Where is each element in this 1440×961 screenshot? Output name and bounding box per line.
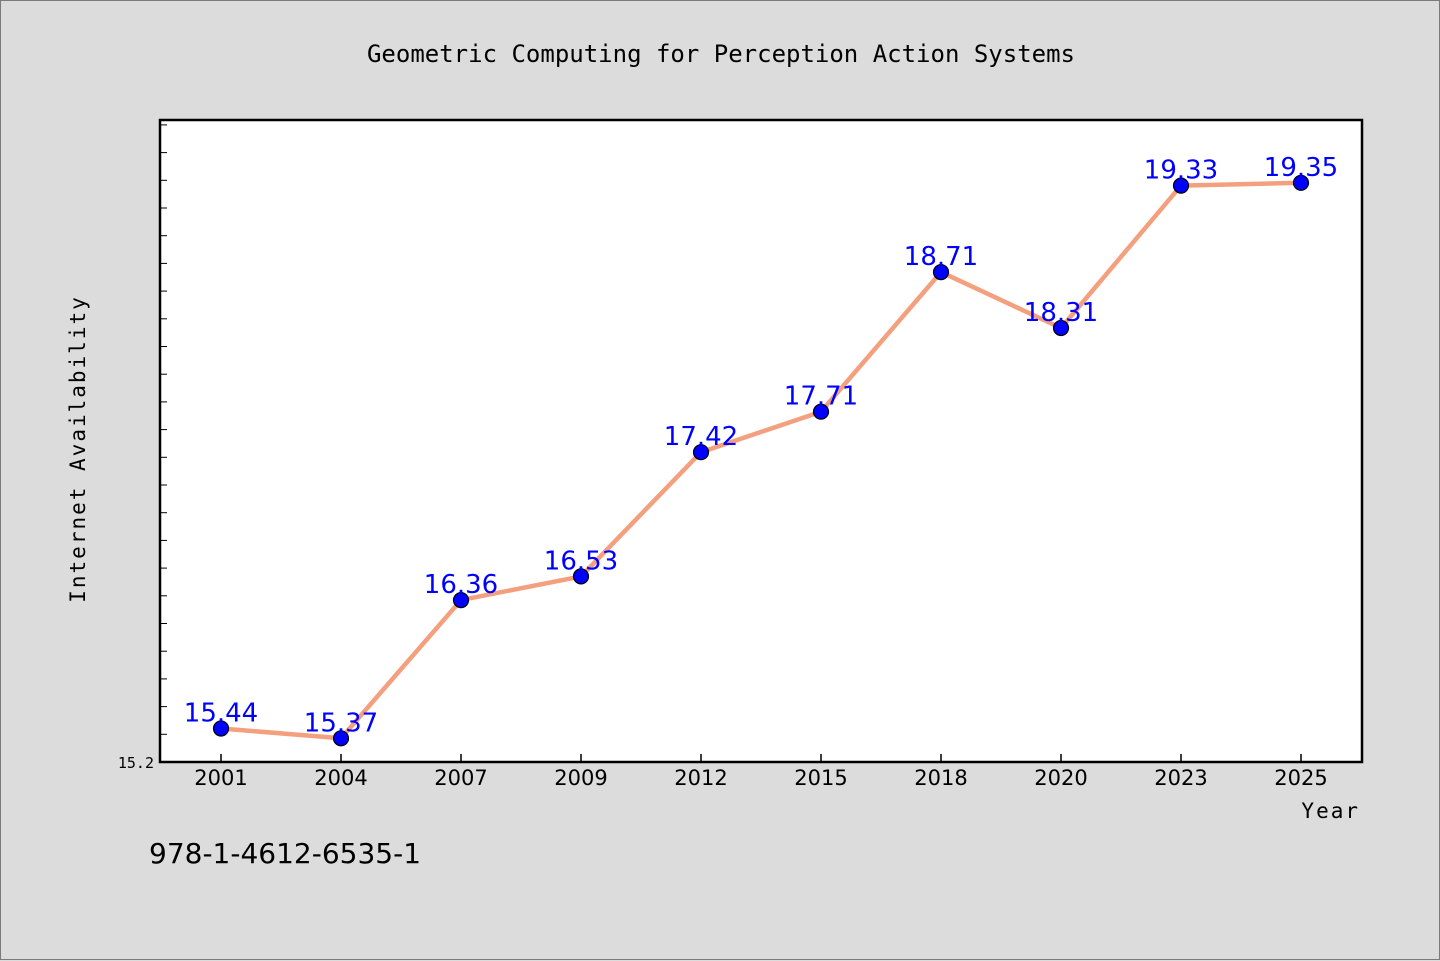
data-point: [1292, 174, 1310, 191]
data-point: [1052, 319, 1070, 337]
x-axis-label: Year: [1301, 799, 1360, 823]
data-label: 19.35: [1264, 153, 1338, 183]
x-axis-ticks: 2001 2004 2007 2009 2012 2015 2018 2020 2023 2025: [194, 754, 1328, 790]
x-tick-label: 2004: [314, 766, 367, 790]
data-point: [332, 730, 350, 747]
data-label: 19.33: [1144, 156, 1218, 186]
data-point: [212, 720, 230, 737]
data-point: [692, 444, 710, 461]
x-tick-label: 2025: [1274, 766, 1327, 790]
y-axis-minor-ticks: [160, 124, 167, 735]
x-tick-label: 2015: [794, 766, 847, 790]
data-label: 16.36: [424, 570, 498, 600]
data-label: 15.44: [184, 699, 258, 729]
data-point: [452, 591, 470, 609]
x-tick-label: 2009: [554, 766, 607, 790]
data-label: 18.31: [1024, 298, 1098, 328]
data-labels: 15.44 15.37 16.36 16.53 17.42 17.71 18.71 18.31…: [184, 153, 1338, 738]
data-label: 17.42: [664, 422, 738, 452]
data-label: 17.71: [784, 382, 858, 412]
y-axis-label: Internet Availability: [66, 295, 90, 603]
x-tick-label: 2012: [674, 766, 727, 790]
data-label: 18.71: [904, 242, 978, 272]
chart-title: Geometric Computing for Perception Actio…: [367, 40, 1075, 68]
data-point: [1172, 177, 1190, 194]
x-tick-label: 2023: [1154, 766, 1207, 790]
data-point: [932, 264, 950, 281]
data-label: 15.37: [304, 708, 378, 738]
y-axis-min-tick-label: 15.2: [118, 754, 154, 772]
x-tick-label: 2001: [194, 766, 247, 790]
series-line: [218, 180, 1304, 741]
data-label: 16.53: [544, 546, 618, 576]
series-line-group: [218, 180, 1304, 741]
x-tick-label: 2018: [914, 766, 967, 790]
x-tick-label: 2020: [1034, 766, 1087, 790]
x-tick-label: 2007: [434, 766, 487, 790]
data-point: [812, 403, 830, 420]
plot-area: [158, 118, 1364, 764]
data-point: [572, 568, 590, 585]
data-markers: [212, 174, 1310, 747]
isbn-footer: 978-1-4612-6535-1: [149, 837, 421, 870]
